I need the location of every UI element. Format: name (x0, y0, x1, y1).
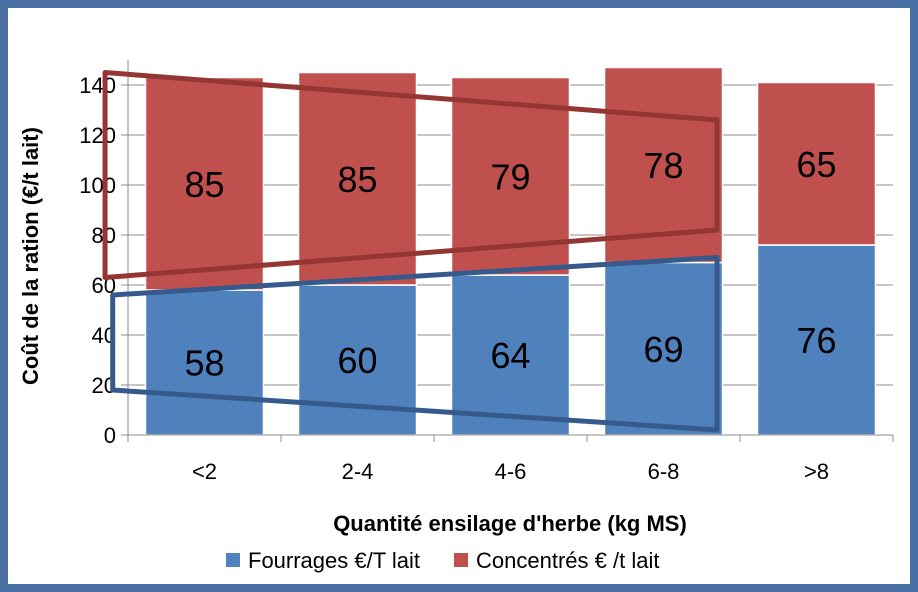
bar-value-label: 65 (796, 144, 836, 185)
bar-concentres (756, 81, 877, 246)
legend-swatch-concentres (454, 553, 469, 567)
x-axis-title: Quantité ensilage d'herbe (kg MS) (333, 511, 687, 536)
bar-value-label: 85 (337, 159, 377, 200)
y-tick-label: 0 (104, 423, 116, 448)
x-tick-label: 6-8 (648, 459, 680, 484)
x-tick-label: 4-6 (495, 459, 527, 484)
bar-value-label: 69 (643, 329, 683, 370)
bar-fourrages (450, 274, 571, 436)
trapezoid-outline (102, 70, 720, 280)
y-tick-label: 140 (79, 73, 116, 98)
legend-label-fourrages: Fourrages €/T lait (248, 548, 420, 573)
bar-concentres (144, 76, 265, 291)
bars (144, 66, 877, 436)
legend: Fourrages €/T lait Concentrés € /t lait (226, 548, 659, 573)
bar-concentres (297, 71, 418, 286)
bar-value-label: 64 (490, 335, 530, 376)
bar-value-label: 58 (184, 343, 224, 384)
bar-value-labels: 58 85 60 85 64 79 69 78 76 65 (184, 144, 836, 384)
bar-value-label: 60 (337, 340, 377, 381)
x-tick-label: >8 (804, 459, 829, 484)
x-tick-label: 2-4 (342, 459, 374, 484)
trapezoid-outline (110, 255, 720, 433)
bar-value-label: 85 (184, 164, 224, 205)
x-tick-label: <2 (192, 459, 217, 484)
bar-value-label: 79 (490, 156, 530, 197)
annotations (102, 70, 720, 433)
y-axis-title: Coût de la ration (€/t lait) (18, 127, 43, 385)
y-tick-label: 120 (79, 123, 116, 148)
bar-value-label: 78 (643, 145, 683, 186)
legend-label-concentres: Concentrés € /t lait (476, 548, 659, 573)
legend-swatch-fourrages (226, 553, 240, 567)
bar-fourrages (603, 261, 724, 436)
bar-value-label: 76 (796, 320, 836, 361)
y-tick-label: 100 (79, 173, 116, 198)
chart-frame: 58 85 60 85 64 79 69 78 76 65 0 20 40 60 80 100 120 140 <… (8, 8, 910, 584)
bar-fourrages (756, 244, 877, 436)
